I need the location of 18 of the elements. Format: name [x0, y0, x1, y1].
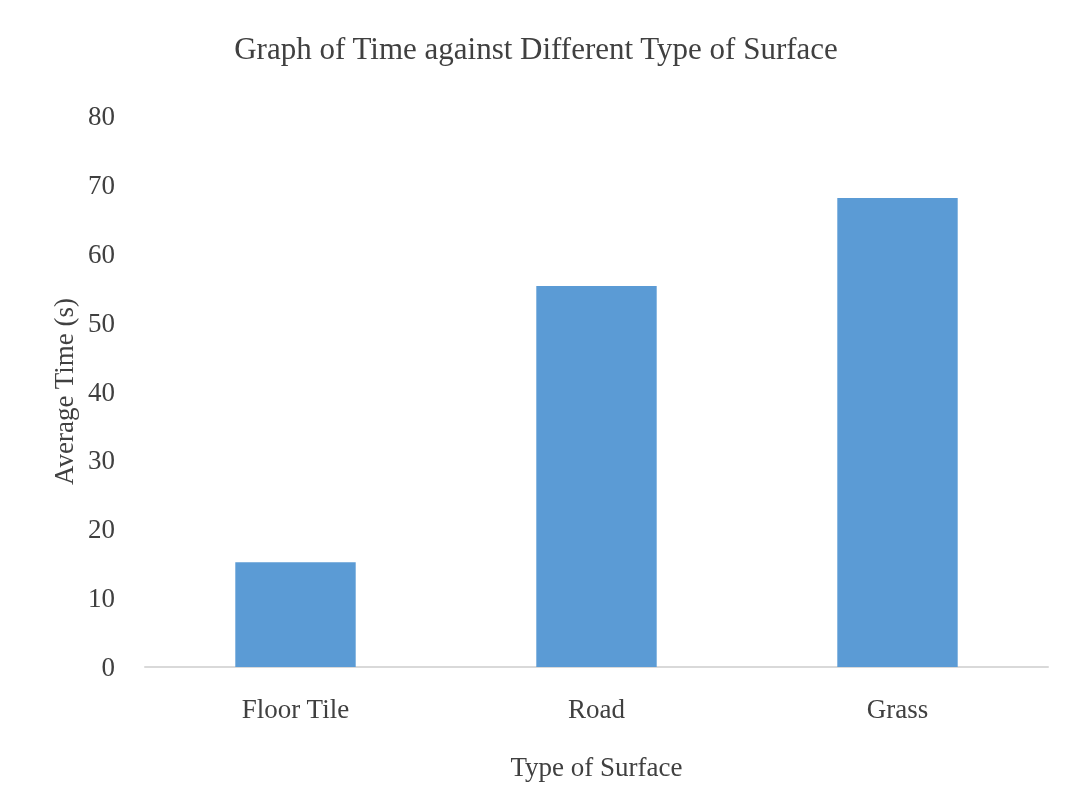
y-tick-label: 20	[88, 514, 115, 545]
x-tick-label: Road	[568, 693, 626, 724]
chart-title: Graph of Time against Different Type of Surface	[234, 31, 838, 66]
x-axis-title: Type of Surface	[510, 751, 683, 782]
y-tick-label: 40	[88, 376, 115, 407]
x-tick-label: Floor Tile	[241, 693, 350, 724]
bar	[235, 562, 356, 667]
y-tick-label: 80	[88, 101, 115, 131]
y-tick-label: 0	[101, 652, 115, 682]
y-tick-label: 70	[88, 169, 115, 200]
y-axis-title: Average Time (s)	[48, 298, 79, 485]
bar	[536, 286, 657, 667]
y-tick-label: 30	[88, 445, 115, 476]
y-tick-label: 10	[88, 583, 115, 614]
y-tick-label: 50	[88, 307, 115, 338]
bar	[837, 197, 958, 667]
x-tick-label: Grass	[866, 693, 929, 724]
y-tick-label: 60	[88, 238, 115, 269]
